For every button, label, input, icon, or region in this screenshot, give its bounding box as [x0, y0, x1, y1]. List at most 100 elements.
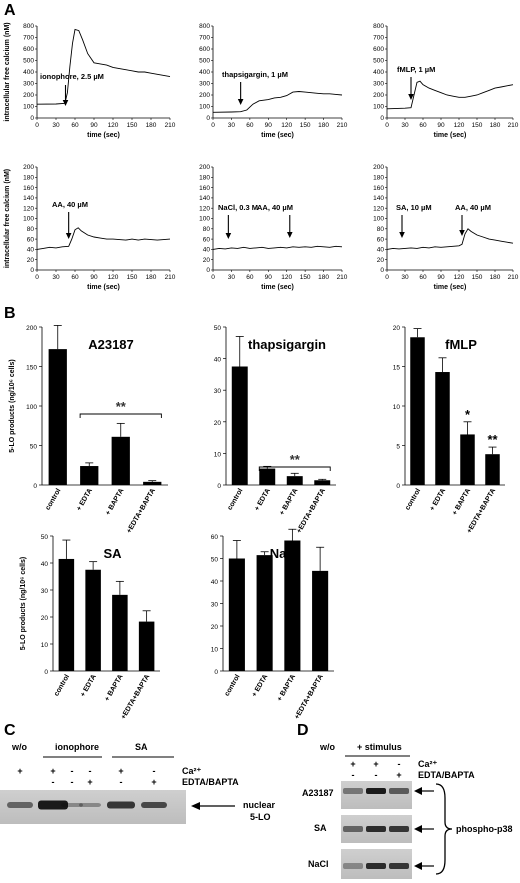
panel-label-b: B [4, 305, 16, 322]
line-chart-0-xtick-label: 120 [108, 122, 119, 129]
blot-c-arrow-head [191, 802, 200, 810]
bar-chart-7-bar-3 [314, 480, 331, 485]
line-chart-3-arrow-head-0 [65, 233, 72, 239]
bar-chart-10-category-0: control [224, 673, 242, 697]
blot-d-band-1-0 [343, 826, 363, 832]
bar-chart-9-category-0: control [53, 673, 71, 697]
line-chart-2-ytick-label: 400 [373, 69, 384, 76]
blot-c-ca-sign-0: + [17, 766, 22, 776]
line-chart-4-arrow-head-1 [286, 232, 293, 238]
blot-c-band-5 [141, 802, 167, 808]
line-chart-3-xtick-label: 60 [71, 274, 79, 281]
line-chart-1-arrow-head-0 [237, 99, 244, 105]
line-chart-3-xtick-label: 180 [146, 274, 157, 281]
blot-c-ca-sign-2: - [71, 766, 74, 776]
line-chart-2-xtick-label: 180 [490, 122, 501, 129]
line-chart-3-ytick-label: 140 [23, 195, 34, 202]
line-chart-5-xtick-label: 30 [401, 274, 409, 281]
line-chart-0-series-0 [36, 28, 171, 105]
bar-chart-7-bar-2 [286, 476, 303, 485]
line-chart-5-ytick-label: 200 [373, 164, 384, 171]
line-chart-4-series-0 [212, 245, 343, 250]
line-chart-5-xlabel: time (sec) [434, 284, 467, 291]
bar-chart-6-bar-1 [80, 466, 99, 485]
line-chart-3-ytick-label: 80 [27, 226, 35, 233]
bar-chart-7-category-1: + EDTA [254, 488, 272, 513]
bar-chart-9-bar-2 [112, 594, 128, 671]
line-chart-5-ytick-label: 100 [373, 216, 384, 223]
bar-chart-8-bar-2 [460, 434, 475, 485]
blot-d-row-ca: Ca²⁺ [418, 759, 438, 769]
line-chart-4-xtick-label: 90 [265, 274, 273, 281]
blot-d-edta-sign-2: + [396, 770, 401, 780]
blot-d-brace [435, 783, 453, 875]
bar-chart-7-ytick-label: 10 [214, 451, 222, 458]
blot-d-ca-sign-0: + [350, 759, 355, 769]
line-chart-4-ytick-label: 120 [199, 205, 210, 212]
line-chart-1-ytick-label: 200 [199, 92, 210, 99]
blot-d-group-wo: w/o [319, 742, 336, 752]
bar-chart-9-ytick-label: 40 [41, 561, 49, 568]
line-chart-4-xtick-label: 30 [228, 274, 236, 281]
line-chart-3-ytick-label: 20 [27, 257, 35, 264]
blot-c-ca-sign-4: + [118, 766, 123, 776]
bar-chart-10-category-1: + EDTA [251, 674, 269, 699]
line-chart-5-xtick-label: 0 [385, 274, 389, 281]
western-blot-d: w/o + stimulus + + -- - + Ca²⁺ EDTA/BAPTA A2… [302, 742, 513, 879]
bar-chart-8-category-3: +EDTA+BAPTA [466, 488, 497, 535]
line-chart-2-xtick-label: 60 [419, 122, 427, 129]
line-chart-5-arrow-head-0 [399, 232, 405, 238]
bar-chart-7-significance-label: ** [290, 452, 301, 467]
line-chart-0-ylabel: intracellular free calcium (nM) [4, 22, 11, 121]
bar-chart-9-bar-3 [138, 621, 155, 671]
line-chart-4-annotation-0: NaCl, 0.3 M [218, 203, 258, 212]
line-chart-4-ytick-label: 160 [199, 185, 210, 192]
bar-chart-7-significance-bracket [258, 466, 331, 471]
line-chart-4-xtick-label: 120 [281, 274, 292, 281]
line-chart-3-ytick-label: 200 [23, 164, 34, 171]
line-chart-0-xtick-label: 150 [127, 122, 138, 129]
blot-c-result-label: nuclear 5-LO [243, 800, 276, 822]
bar-chart-7-bar-1 [259, 468, 276, 485]
bar-chart-8-category-0: control [404, 487, 422, 511]
line-chart-0-xtick-label: 210 [165, 122, 176, 129]
bar-chart-7-ytick-label: 40 [214, 357, 222, 364]
line-chart-1-xtick-label: 90 [265, 122, 273, 129]
blot-c-row-edta: EDTA/BAPTA [182, 777, 239, 787]
line-chart-4-ytick-label: 20 [203, 257, 211, 264]
blot-c-edta-sign-2: - [71, 777, 74, 787]
line-chart-5-xtick-label: 180 [490, 274, 501, 281]
blot-c-group-ionophore: ionophore [55, 742, 99, 752]
line-chart-5-xtick-label: 60 [419, 274, 427, 281]
blot-c-edta-sign-3: + [87, 777, 92, 787]
line-chart-2-ytick-label: 0 [380, 115, 384, 122]
line-chart-5-ytick-label: 40 [377, 247, 385, 254]
line-chart-2-xtick-label: 210 [508, 122, 519, 129]
blot-c-band-0 [7, 802, 33, 808]
line-chart-4-ytick-label: 180 [199, 175, 210, 182]
line-chart-1-ytick-label: 300 [199, 81, 210, 88]
line-chart-5-ytick-label: 160 [373, 185, 384, 192]
blot-d-edta-sign-1: - [375, 770, 378, 780]
bar-chart-8-ytick-label: 15 [393, 365, 401, 372]
line-chart-1-ytick-label: 0 [206, 115, 210, 122]
bar-chart-6-bar-2 [111, 436, 130, 485]
line-chart-0-xtick-label: 0 [35, 122, 39, 129]
line-chart-3-xtick-label: 90 [90, 274, 98, 281]
bar-chart-8-star-3: ** [487, 432, 498, 447]
bar-chart-8-category-2: + BAPTA [451, 488, 472, 517]
line-chart-0-xtick-label: 60 [71, 122, 79, 129]
bar-chart-10-ytick-label: 40 [211, 579, 219, 586]
blot-c-edta-sign-5: + [151, 777, 156, 787]
line-chart-2-ytick-label: 300 [373, 81, 384, 88]
bar-chart-7-title: thapsigargin [248, 337, 326, 352]
line-chart-2-ytick-label: 600 [373, 46, 384, 53]
blot-d-band-2-2 [389, 863, 409, 869]
line-chart-5-ytick-label: 120 [373, 205, 384, 212]
bar-chart-7-ytick-label: 20 [214, 420, 222, 427]
blot-d-ca-sign-1: + [373, 759, 378, 769]
bar-chart-8-title: fMLP [445, 337, 477, 352]
line-chart-2-xtick-label: 0 [385, 122, 389, 129]
line-chart-3-ytick-label: 120 [23, 205, 34, 212]
